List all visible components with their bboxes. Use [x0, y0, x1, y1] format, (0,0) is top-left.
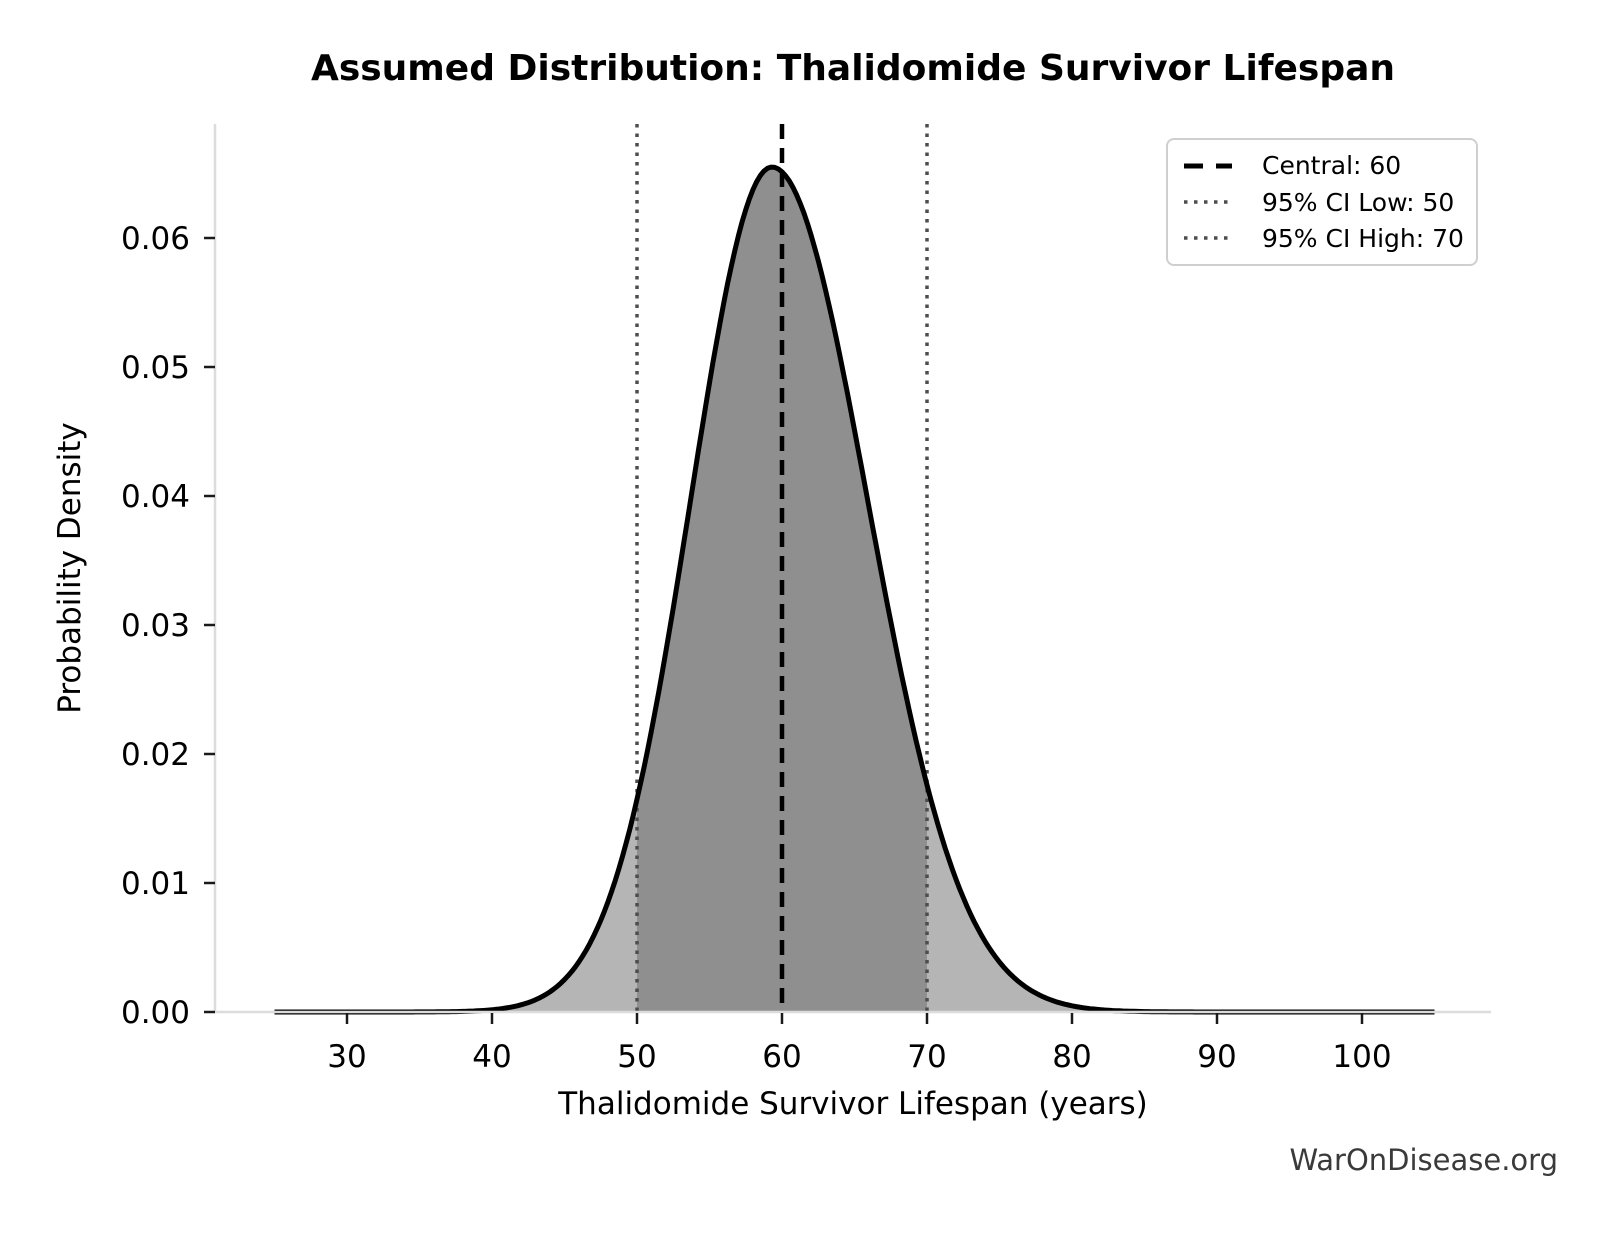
legend-dotted-line-sample: [1184, 236, 1232, 240]
legend-item-label: 95% CI High: 70: [1262, 223, 1464, 253]
y-tick-label: 0.03: [121, 608, 190, 644]
watermark: WarOnDisease.org: [1289, 1143, 1558, 1177]
legend-item-label: Central: 60: [1262, 151, 1402, 181]
x-tick-label: 60: [762, 1039, 801, 1075]
legend-item: Central: 60: [1182, 151, 1468, 180]
x-axis-ticks: 30 40 50 60 70 80 90 100: [327, 1013, 1392, 1075]
y-tick-label: 0.01: [121, 866, 190, 902]
y-tick-label: 0.02: [121, 737, 190, 773]
x-tick-label: 50: [617, 1039, 656, 1075]
legend-dotted-line-sample: [1184, 200, 1232, 204]
x-tick-label: 100: [1332, 1039, 1391, 1075]
x-axis-label: Thalidomide Survivor Lifespan (years): [558, 1086, 1148, 1122]
y-tick-label: 0.00: [121, 995, 190, 1031]
y-tick-label: 0.04: [121, 479, 190, 515]
y-tick-label: 0.05: [121, 350, 190, 386]
x-tick-label: 80: [1052, 1039, 1091, 1075]
x-tick-label: 30: [327, 1039, 366, 1075]
y-axis-label: Probability Density: [52, 422, 88, 714]
legend-item: 95% CI Low: 50: [1182, 188, 1468, 217]
legend-dashed-line-sample: [1184, 163, 1232, 169]
legend-item: 95% CI High: 70: [1182, 224, 1468, 253]
x-tick-label: 40: [472, 1039, 511, 1075]
legend-item-label: 95% CI Low: 50: [1262, 187, 1455, 217]
x-tick-label: 70: [907, 1039, 946, 1075]
y-axis-ticks: 0.00 0.01 0.02 0.03 0.04 0.05 0.06: [121, 221, 215, 1031]
y-tick-label: 0.06: [121, 221, 190, 257]
x-tick-label: 90: [1197, 1039, 1236, 1075]
legend: Central: 60 95% CI Low: 50 95% CI High: …: [1166, 138, 1478, 266]
chart-title: Assumed Distribution: Thalidomide Surviv…: [310, 48, 1396, 89]
